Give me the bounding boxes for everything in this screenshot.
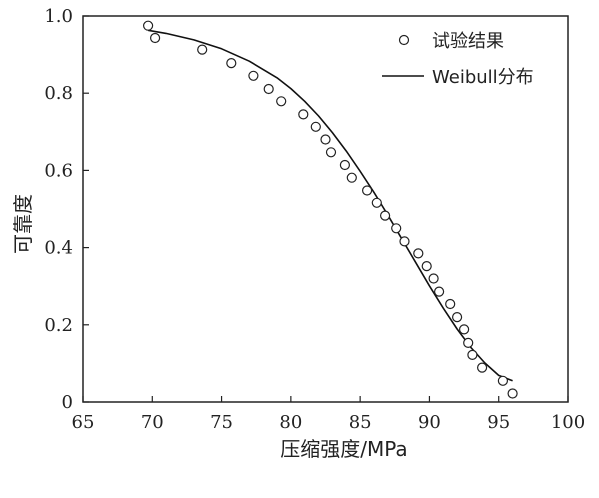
x-tick-label-85: 85 [349, 412, 372, 433]
y-tick-label-0.6: 0.6 [44, 160, 73, 181]
data-point [421, 261, 432, 272]
data-point [362, 185, 373, 196]
data-point [428, 273, 439, 284]
data-point [413, 248, 424, 259]
y-axis-title: 可靠度 [11, 194, 35, 254]
data-point [276, 96, 287, 107]
data-point [497, 375, 508, 386]
data-point [325, 147, 337, 158]
data-point [477, 362, 488, 373]
data-point [346, 172, 357, 183]
data-point [391, 223, 402, 234]
data-point [143, 20, 154, 31]
legend: 试验结果 Weibull分布 [382, 31, 534, 88]
data-point [320, 134, 331, 145]
tick-layer: 65 70 75 80 85 90 95 100 0 0.2 0.4 0.6 0.8 1.0 [44, 6, 585, 433]
data-point [248, 70, 259, 81]
data-point [298, 109, 309, 120]
y-tick-label-0.8: 0.8 [44, 83, 73, 104]
weibull-curve [147, 29, 513, 382]
y-tick-label-1: 1.0 [44, 6, 73, 27]
x-tick-label-100: 100 [551, 412, 585, 433]
data-point [445, 298, 456, 310]
legend-label-weibull: Weibull分布 [432, 67, 534, 88]
data-point [399, 236, 410, 247]
legend-marker-experiment [398, 34, 410, 46]
data-point [339, 159, 350, 171]
legend-label-experiment: 试验结果 [432, 31, 504, 52]
x-tick-label-90: 90 [418, 412, 441, 433]
data-point [150, 32, 161, 44]
data-point [434, 286, 445, 297]
point-layer [143, 20, 518, 399]
data-point [310, 121, 321, 132]
data-point [226, 57, 237, 69]
y-tick-label-0.2: 0.2 [44, 315, 73, 336]
line-layer [147, 29, 513, 382]
plot-frame [82, 15, 569, 403]
data-point [463, 337, 474, 348]
x-tick-label-75: 75 [210, 412, 233, 433]
data-point [507, 388, 518, 399]
data-point [452, 312, 463, 323]
y-tick-label-0.4: 0.4 [44, 238, 73, 259]
data-point [371, 197, 382, 208]
x-tick-label-70: 70 [141, 412, 164, 433]
x-tick-label-80: 80 [279, 412, 302, 433]
data-point [467, 349, 478, 360]
data-point [459, 324, 470, 335]
x-tick-label-95: 95 [487, 412, 510, 433]
data-point [380, 210, 391, 221]
x-tick-label-65: 65 [72, 412, 95, 433]
data-point [263, 83, 274, 95]
y-tick-label-0: 0 [62, 392, 73, 413]
data-point [197, 44, 208, 55]
x-axis-title: 压缩强度/MPa [280, 437, 407, 461]
